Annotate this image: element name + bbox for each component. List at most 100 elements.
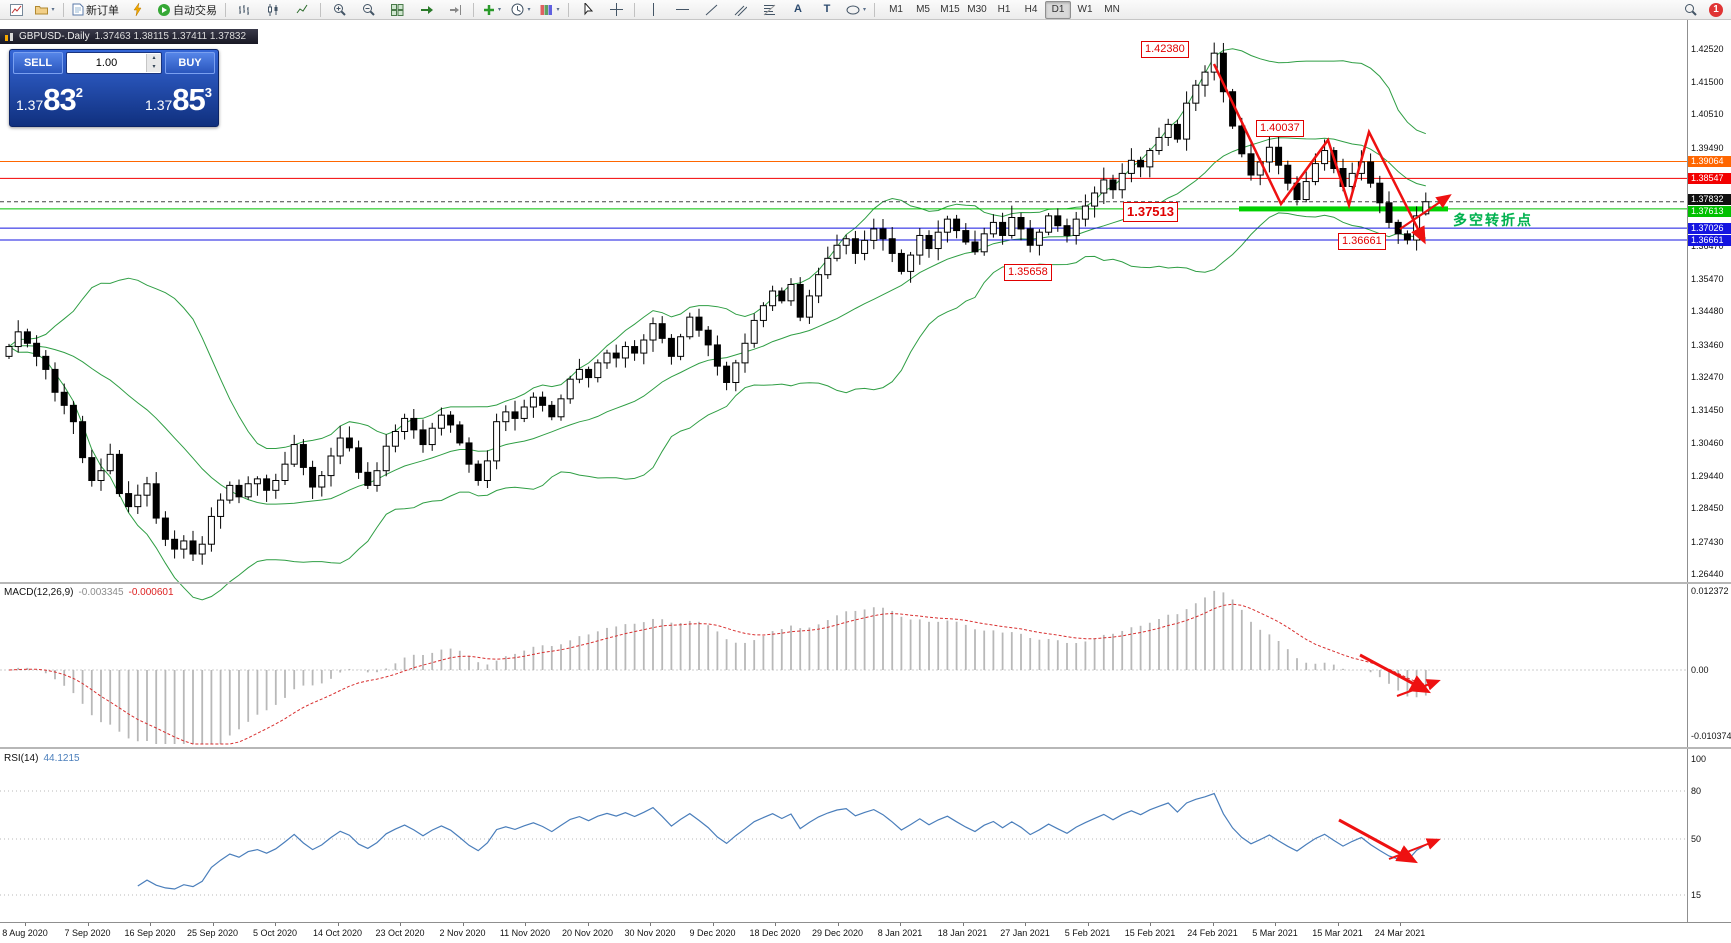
line-chart-icon: [296, 4, 307, 13]
chart-shift-button[interactable]: [441, 0, 469, 20]
search-button[interactable]: [1676, 0, 1704, 20]
tab-MN[interactable]: MN: [1104, 4, 1120, 15]
price-callout: 1.40037: [1256, 120, 1304, 137]
chart-area[interactable]: GBPUSD-.Daily 1.37463 1.38115 1.37411 1.…: [0, 20, 1731, 943]
notification-badge[interactable]: 1: [1709, 2, 1723, 17]
time-tick: [837, 923, 839, 926]
chart-title-bar: GBPUSD-.Daily 1.37463 1.38115 1.37411 1.…: [0, 29, 258, 44]
price-tick: 1.30460: [1691, 437, 1724, 448]
time-axis-label: 2 Nov 2020: [439, 928, 486, 938]
time-tick: [462, 923, 464, 926]
fibonacci-button[interactable]: [755, 0, 783, 20]
new-order-button[interactable]: 新订单: [68, 0, 123, 20]
auto-trading-button[interactable]: 自动交易: [153, 0, 221, 20]
price-bounce-arrow: [1399, 194, 1452, 230]
time-tick: [712, 923, 714, 926]
metaeditor-button[interactable]: [124, 0, 152, 20]
tab-M30[interactable]: M30: [967, 4, 987, 15]
fibonacci-icon: [763, 4, 775, 15]
volume-spinner: ▴ ▾: [146, 54, 161, 72]
macd-indicator-label: MACD(12,26,9) -0.003345 -0.000601: [4, 587, 174, 598]
time-axis-label: 20 Nov 2020: [561, 928, 614, 938]
line-chart-button[interactable]: [288, 0, 316, 20]
price-tick: 1.41500: [1691, 76, 1724, 87]
play-circle-icon: [158, 3, 170, 16]
tab-W1[interactable]: W1: [1077, 4, 1093, 15]
tile-windows-button[interactable]: [383, 0, 411, 20]
time-axis-label: 30 Nov 2020: [624, 928, 676, 938]
time-tick: [25, 923, 26, 926]
search-icon: [1684, 4, 1697, 16]
chevron-down-icon: ▾: [863, 7, 867, 13]
text-label-button[interactable]: T: [813, 0, 841, 20]
zoom-out-button[interactable]: [354, 0, 382, 20]
periods-button[interactable]: ▾: [507, 0, 535, 20]
pane-splitter-rsi[interactable]: [0, 747, 1731, 749]
auto-scroll-icon: [420, 5, 433, 14]
volume-increase-button[interactable]: ▴: [147, 54, 161, 63]
new-order-label: 新订单: [86, 4, 119, 17]
price-axis-border: [1687, 20, 1688, 922]
volume-stepper[interactable]: ▴ ▾: [66, 52, 162, 74]
zoom-in-button[interactable]: [325, 0, 353, 20]
toolbar-separator: [320, 2, 321, 17]
toolbar-separator: [874, 2, 876, 17]
sell-button[interactable]: SELL: [13, 52, 63, 74]
chevron-down-icon: ▾: [51, 7, 55, 13]
macd-signal-line: [8, 603, 1426, 745]
toolbar-separator: [63, 2, 64, 17]
time-axis-label: 23 Oct 2020: [375, 928, 425, 938]
cursor-button[interactable]: [573, 0, 601, 20]
tile-windows-icon: [390, 3, 403, 16]
bar-chart-button[interactable]: [230, 0, 258, 20]
indicators-button[interactable]: ▾: [478, 0, 506, 20]
tab-H1[interactable]: H1: [997, 4, 1011, 15]
volume-decrease-button[interactable]: ▾: [147, 63, 161, 72]
time-tick: [1025, 923, 1026, 926]
time-tick: [1275, 923, 1276, 926]
templates-button[interactable]: ▾: [536, 0, 564, 20]
new-chart-button[interactable]: [2, 0, 30, 20]
crosshair-icon: [609, 3, 623, 16]
rsi-axis-tick: 100: [1691, 754, 1707, 764]
macd-histogram: [17, 590, 1427, 744]
auto-scroll-button[interactable]: [412, 0, 440, 20]
buy-button[interactable]: BUY: [165, 52, 215, 74]
time-axis-label: 24 Mar 2021: [1374, 928, 1426, 938]
tab-M15[interactable]: M15: [940, 4, 960, 15]
time-tick: [400, 923, 401, 926]
channel-button[interactable]: [726, 0, 754, 20]
price-callout: 1.42380: [1141, 41, 1189, 58]
pane-splitter-macd[interactable]: [0, 582, 1731, 584]
crosshair-button[interactable]: [602, 0, 630, 20]
price-callout: 1.35658: [1004, 264, 1052, 281]
new-chart-icon: [9, 3, 23, 16]
text-button[interactable]: A: [784, 0, 812, 20]
time-tick: [1150, 923, 1151, 926]
tab-M5[interactable]: M5: [916, 4, 930, 15]
trendline-button[interactable]: [697, 0, 725, 20]
tab-H4[interactable]: H4: [1024, 4, 1038, 15]
profiles-button[interactable]: ▾: [31, 0, 59, 20]
time-axis-label: 7 Sep 2020: [64, 928, 111, 938]
candlestick-chart-button[interactable]: [259, 0, 287, 20]
time-axis-label: 9 Dec 2020: [689, 928, 736, 938]
price-tag-1.37613: 1.37613: [1688, 206, 1731, 218]
document-icon: [72, 3, 84, 16]
vertical-line-button[interactable]: [639, 0, 667, 20]
text-icon: A: [794, 3, 802, 15]
tab-D1[interactable]: D1: [1045, 0, 1072, 19]
price-chart-canvas[interactable]: [0, 20, 1687, 942]
time-axis[interactable]: 8 Aug 2020 7 Sep 2020 16 Sep 2020 25 Sep 20…: [0, 922, 1731, 943]
horizontal-line-button[interactable]: [668, 0, 696, 20]
toolbar-separator: [225, 2, 226, 17]
tab-M1[interactable]: M1: [889, 4, 903, 15]
time-axis-label: 5 Mar 2021: [1252, 928, 1298, 938]
shapes-button[interactable]: ▾: [842, 0, 870, 20]
templates-icon: [540, 4, 553, 15]
price-tick: 1.28450: [1691, 503, 1724, 514]
price-tick: 1.35470: [1691, 273, 1724, 284]
volume-input[interactable]: [67, 56, 146, 70]
support-zone-bar: [1239, 206, 1448, 212]
ellipse-icon: [846, 5, 860, 14]
